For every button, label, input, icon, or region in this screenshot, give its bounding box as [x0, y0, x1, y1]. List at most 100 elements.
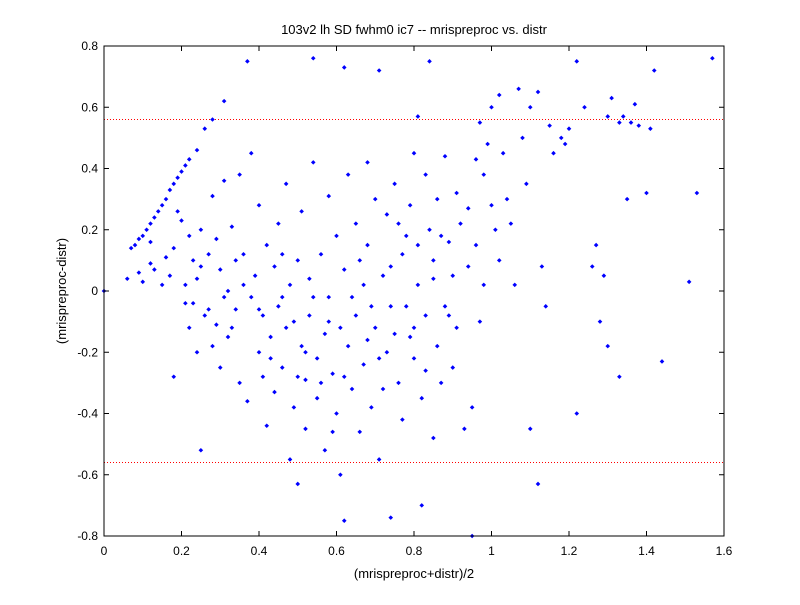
data-point [628, 120, 634, 125]
data-point [225, 334, 231, 340]
data-point [353, 221, 359, 226]
data-point [411, 325, 417, 331]
x-tick-label: 0.6 [328, 544, 345, 558]
data-point [202, 126, 208, 131]
data-point [535, 89, 541, 95]
data-point [376, 457, 382, 462]
data-point [210, 193, 215, 199]
data-point [183, 300, 188, 306]
data-point [481, 282, 487, 288]
data-point [636, 123, 642, 128]
reference-lines [104, 119, 724, 463]
data-point [392, 181, 397, 187]
data-point [241, 251, 246, 257]
data-point [152, 215, 157, 220]
data-point [229, 224, 235, 229]
data-point [493, 227, 498, 233]
data-point [361, 362, 366, 367]
data-point [434, 196, 440, 202]
data-point [458, 221, 463, 226]
data-point [295, 374, 301, 380]
data-point [314, 395, 320, 401]
data-point [322, 447, 328, 453]
data-point [155, 209, 161, 214]
data-point [310, 294, 316, 300]
data-point [303, 349, 308, 355]
data-point [431, 276, 436, 282]
data-point [124, 276, 130, 282]
data-point [376, 356, 382, 361]
data-point [411, 356, 417, 361]
data-point [136, 236, 142, 242]
data-point [446, 239, 452, 245]
data-point [562, 141, 568, 147]
data-point [632, 101, 638, 107]
data-point [338, 325, 343, 331]
data-point [307, 276, 312, 282]
data-point [454, 190, 459, 196]
data-point [179, 218, 184, 223]
data-point [384, 212, 390, 217]
data-point [183, 282, 188, 288]
data-point [202, 313, 208, 318]
y-axis-label: (mrispreproc-distr) [54, 238, 69, 344]
data-point [295, 481, 301, 487]
data-point [527, 104, 533, 110]
data-point [438, 233, 444, 239]
data-point [582, 104, 587, 110]
data-point [450, 273, 456, 278]
data-point [694, 190, 700, 196]
data-point [241, 282, 246, 288]
data-point [349, 386, 355, 392]
data-point [163, 255, 169, 260]
data-point [516, 86, 521, 92]
data-point [245, 398, 250, 404]
data-point [256, 202, 262, 208]
data-point [419, 395, 425, 401]
data-point [605, 114, 611, 119]
data-point [617, 374, 622, 380]
data-point [171, 374, 177, 380]
data-point [217, 365, 223, 370]
y-tick-label: 0 [91, 284, 98, 298]
data-point [407, 202, 413, 208]
data-point [376, 68, 382, 73]
data-point [299, 209, 304, 214]
data-point [547, 123, 552, 128]
data-point [272, 389, 277, 395]
data-point [500, 150, 506, 156]
data-point [318, 251, 324, 257]
data-point [132, 242, 138, 248]
data-point [496, 258, 502, 263]
data-point [186, 325, 192, 331]
data-point [566, 126, 572, 131]
data-point [601, 273, 607, 278]
data-point [148, 239, 153, 245]
data-point [442, 304, 448, 309]
data-point [210, 343, 215, 349]
data-point [256, 349, 262, 355]
data-point [194, 349, 200, 355]
data-point [136, 270, 142, 275]
data-point [152, 267, 157, 272]
data-point [465, 206, 471, 211]
data-point [539, 264, 545, 269]
data-point [264, 423, 270, 429]
y-tick-label: -0.6 [77, 468, 98, 482]
data-point [299, 343, 304, 349]
data-point [423, 313, 428, 318]
data-point [361, 282, 366, 288]
data-point [345, 343, 351, 349]
data-point [372, 196, 378, 202]
data-point [303, 426, 308, 432]
data-point [237, 380, 242, 386]
data-point [214, 236, 219, 242]
data-point [400, 251, 405, 257]
x-tick-label: 0 [101, 544, 108, 558]
data-point [159, 202, 165, 208]
data-point [644, 190, 649, 196]
x-axis-ticks: 0 0.2 0.4 0.6 0.8 1 1.2 1.4 1.6 [101, 46, 733, 558]
data-point [307, 313, 312, 318]
data-point [527, 426, 533, 432]
data-point [574, 411, 580, 416]
